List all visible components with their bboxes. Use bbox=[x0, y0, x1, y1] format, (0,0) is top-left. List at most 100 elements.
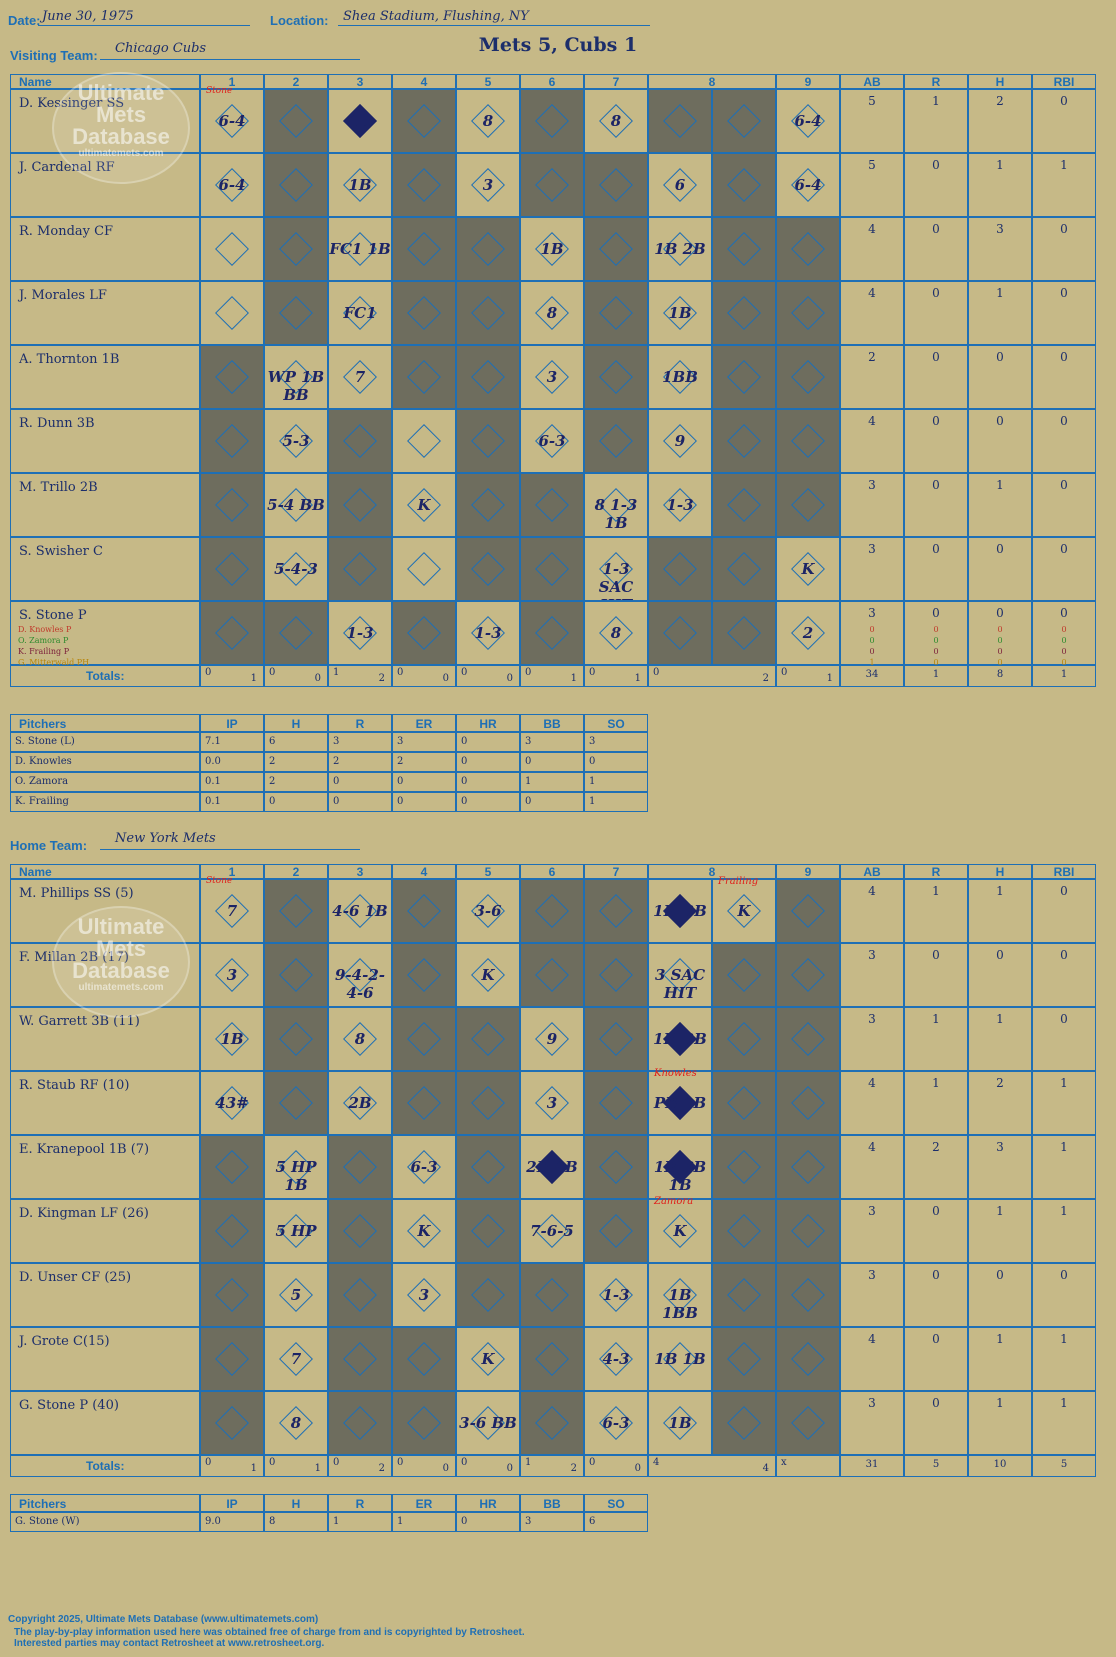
play-result: 6-4 bbox=[218, 112, 246, 130]
batter-h: 1 bbox=[996, 884, 1004, 898]
base-diamond bbox=[535, 616, 569, 650]
stat-cell-r: 0 bbox=[904, 1391, 968, 1455]
inning-cell bbox=[456, 1007, 520, 1071]
play-result: 8 bbox=[354, 1030, 366, 1048]
batter-name: R. Staub RF (10) bbox=[19, 1078, 130, 1093]
play-result: 1-3 bbox=[602, 1286, 630, 1304]
inning-cell bbox=[520, 153, 584, 217]
inning-runs: 0 bbox=[397, 667, 404, 678]
play-result: K bbox=[801, 560, 815, 578]
inning-cell bbox=[776, 1263, 840, 1327]
inning-cell: 1-3 bbox=[328, 601, 392, 665]
base-diamond bbox=[535, 958, 569, 992]
base-diamond bbox=[727, 232, 761, 266]
play-result: 1B bbox=[348, 112, 372, 130]
inning-cell: 8 bbox=[328, 1007, 392, 1071]
play-result: 1B bbox=[348, 176, 372, 194]
inning-hits: 2 bbox=[378, 1463, 385, 1474]
batter-name: D. Kingman LF (26) bbox=[19, 1206, 149, 1221]
stat-cell-ab: 2 bbox=[840, 345, 904, 409]
substitute-rbi: 0 bbox=[1061, 625, 1067, 634]
inning-cell bbox=[456, 1199, 520, 1263]
inning-cell bbox=[520, 1263, 584, 1327]
inning-cell bbox=[712, 1135, 776, 1199]
play-result: 1B PB 1B bbox=[653, 1158, 707, 1194]
batter-ab: 4 bbox=[868, 1332, 876, 1346]
play-result: 7 bbox=[290, 1350, 302, 1368]
inning-cell bbox=[328, 1135, 392, 1199]
base-diamond bbox=[343, 1406, 377, 1440]
stat-cell-ab: 3 bbox=[840, 601, 904, 665]
pitcher-name: D. Knowles bbox=[10, 752, 200, 772]
base-diamond bbox=[791, 1278, 825, 1312]
pitcher-column-header: SO bbox=[584, 1494, 648, 1512]
inning-cell: 6-3 bbox=[392, 1135, 456, 1199]
inning-cell: 1-3 SAC HIT bbox=[584, 537, 648, 601]
inning-cell: 9 bbox=[648, 409, 712, 473]
inning-cell: 1-3 bbox=[584, 1263, 648, 1327]
play-result: K bbox=[673, 1222, 687, 1240]
totals-label: Totals: bbox=[86, 1459, 125, 1473]
stat-cell-r: 1 bbox=[904, 879, 968, 943]
column-header: 7 bbox=[584, 74, 648, 89]
play-result: 5-3 bbox=[282, 432, 310, 450]
base-diamond bbox=[727, 168, 761, 202]
play-result: 1B 1BB bbox=[662, 1286, 698, 1322]
play-result: 3-6 BB bbox=[459, 1414, 517, 1432]
starting-pitcher-note: Stone bbox=[206, 86, 233, 96]
inning-cell: 6-4 bbox=[776, 89, 840, 153]
base-diamond bbox=[215, 1342, 249, 1376]
logo-line: Database bbox=[72, 124, 170, 149]
inning-cell: 5 HP bbox=[264, 1199, 328, 1263]
stat-cell-ab: 3 bbox=[840, 943, 904, 1007]
base-diamond bbox=[279, 168, 313, 202]
inning-cell: 1-3 bbox=[648, 473, 712, 537]
inning-cell bbox=[712, 1327, 776, 1391]
batter-r: 0 bbox=[932, 1332, 940, 1346]
inning-cell bbox=[328, 473, 392, 537]
stat-cell-h: 1 bbox=[968, 281, 1032, 345]
inning-cell bbox=[264, 1071, 328, 1135]
inning-cell: 1BB bbox=[648, 345, 712, 409]
inning-cell bbox=[712, 1007, 776, 1071]
stat-cell-rbi: 1 bbox=[1032, 1135, 1096, 1199]
pitcher-column-header: HR bbox=[456, 1494, 520, 1512]
base-diamond bbox=[727, 488, 761, 522]
batter-name-cell: R. Staub RF (10) bbox=[10, 1071, 200, 1135]
batter-h: 1 bbox=[996, 1396, 1004, 1410]
substitute-h: 0 bbox=[997, 658, 1003, 667]
pitcher-stat: 3 bbox=[328, 732, 392, 752]
inning-cell: 7 bbox=[200, 879, 264, 943]
substitute-rbi: 0 bbox=[1061, 658, 1067, 667]
inning-cell bbox=[392, 217, 456, 281]
base-diamond bbox=[407, 616, 441, 650]
pitcher-stat: 0 bbox=[456, 792, 520, 812]
base-diamond bbox=[791, 360, 825, 394]
pitcher-name: K. Frailing bbox=[10, 792, 200, 812]
inning-cell bbox=[392, 943, 456, 1007]
play-result: 1-3 bbox=[474, 624, 502, 642]
inning-cell: 7-6-5 bbox=[520, 1199, 584, 1263]
batter-name-cell: E. Kranepool 1B (7) bbox=[10, 1135, 200, 1199]
batter-ab: 3 bbox=[868, 542, 876, 556]
pitcher-stat: 0 bbox=[392, 772, 456, 792]
pitcher-column-header: H bbox=[264, 714, 328, 732]
base-diamond bbox=[791, 296, 825, 330]
pitcher-column-header: Pitchers bbox=[10, 1494, 200, 1512]
base-diamond bbox=[663, 104, 697, 138]
play-result: 4-3 bbox=[602, 1350, 630, 1368]
base-diamond bbox=[791, 1342, 825, 1376]
inning-runs: 0 bbox=[269, 667, 276, 678]
inning-runs: 0 bbox=[397, 1457, 404, 1468]
total-h: 8 bbox=[996, 669, 1004, 680]
inning-cell: 3 bbox=[200, 943, 264, 1007]
inning-cell: 5 bbox=[264, 1263, 328, 1327]
inning-cell: 8 bbox=[520, 281, 584, 345]
base-diamond bbox=[535, 894, 569, 928]
base-diamond bbox=[791, 1150, 825, 1184]
play-result: 2B 1B bbox=[526, 1158, 578, 1176]
total-ab: 34 bbox=[865, 669, 879, 680]
stat-cell-h: 2 bbox=[968, 89, 1032, 153]
inning-cell bbox=[392, 1391, 456, 1455]
column-header: H bbox=[968, 864, 1032, 879]
